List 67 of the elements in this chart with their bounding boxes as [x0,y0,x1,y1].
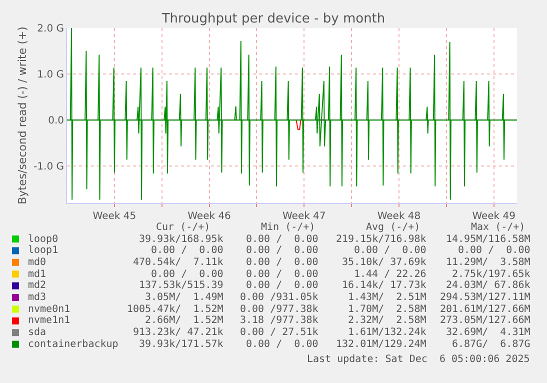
text: 470.54k/ 7.11k [133,257,224,268]
text: Max (-/+) [471,222,526,233]
text: 1.61M/132.24k [348,327,426,338]
text: 913.23k/ 47.21k [133,327,224,338]
text: 14.95M/116.58M [446,234,530,245]
text: 0.00 / 0.00 [246,339,318,350]
legend-label: md2 [28,280,46,291]
text: Avg (-/+) [366,222,420,233]
text: 2.66M/ 1.52M [145,315,224,326]
text: 219.15k/716.98k [336,234,426,245]
y-tick-label: 1.0 G [37,70,64,81]
x-tick-label: Week 49 [472,211,516,222]
legend-label: loop1 [28,245,58,256]
text: 1005.47k/ 1.52M [127,304,224,315]
y-tick-label: -1.0 G [34,162,64,173]
y-axis-title: Bytes/second read (-) / write (+) [16,26,30,204]
text: 0.00 / 27.51k [240,327,318,338]
legend-label: loop0 [28,234,58,245]
text: 35.10k/ 37.69k [342,257,426,268]
text: 24.03M/ 67.86k [446,280,530,291]
text: 0.00 / 0.00 [246,245,318,256]
legend-label: md0 [28,257,46,268]
legend-label: nvme1n1 [28,315,70,326]
text: 0.00 /977.38k [240,304,318,315]
y-tick-label: 2.0 G [37,24,64,34]
text: 0.00 / 0.00 [246,234,318,245]
chart-title: Throughput per device - by month [160,12,386,27]
text: 6.87G/ 6.87G [452,339,530,350]
text: 1.43M/ 2.51M [348,292,426,303]
text: 0.00 /931.05k [240,292,318,303]
text: 1.70M/ 2.58M [348,304,426,315]
text: 0.00 / 0.00 [151,269,224,280]
text: 201.61M/127.66M [440,304,530,315]
x-tick-label: Week 45 [92,211,136,222]
text: 273.05M/127.66M [440,315,530,326]
x-tick-label: Week 46 [188,211,231,222]
legend-label: md1 [28,269,46,280]
text: 3.05M/ 1.49M [145,292,224,303]
text: 0.00 / 0.00 [354,245,426,256]
text: 0.00 / 0.00 [246,257,318,268]
legend-label: containerbackup [28,339,118,350]
text: Cur (-/+) [156,222,210,233]
text: 0.00 / 0.00 [151,245,224,256]
text: Min (-/+) [261,222,316,233]
x-tick-label: Week 47 [282,211,326,222]
text: 294.53M/127.11M [440,292,530,303]
text: Last update: Sat Dec 6 05:00:06 2025 [307,354,530,365]
text: 16.14k/ 17.73k [342,280,426,291]
text: 39.93k/168.95k [139,234,224,245]
legend-label: md3 [28,292,46,303]
text: 0.00 / 0.00 [246,269,318,280]
text: 2.32M/ 2.58M [348,315,426,326]
y-tick-label: 0.0 [48,116,64,127]
text: 2.75k/197.65k [452,269,530,280]
text: 0.00 / 0.00 [458,245,530,256]
text: 132.01M/129.24M [336,339,426,350]
text: 39.93k/171.57k [139,339,224,350]
text: 1.44 / 22.26 [354,269,426,280]
legend-label: nvme0n1 [28,304,70,315]
text: 11.29M/ 3.58M [446,257,530,268]
x-tick-label: Week 48 [377,211,421,222]
text: 32.69M/ 4.31M [446,327,530,338]
text: 137.53k/515.39 [139,280,224,291]
text: 0.00 / 0.00 [246,280,318,291]
line-series [67,28,517,200]
text: 3.18 /977.38k [240,315,318,326]
legend-label: sda [28,327,46,338]
